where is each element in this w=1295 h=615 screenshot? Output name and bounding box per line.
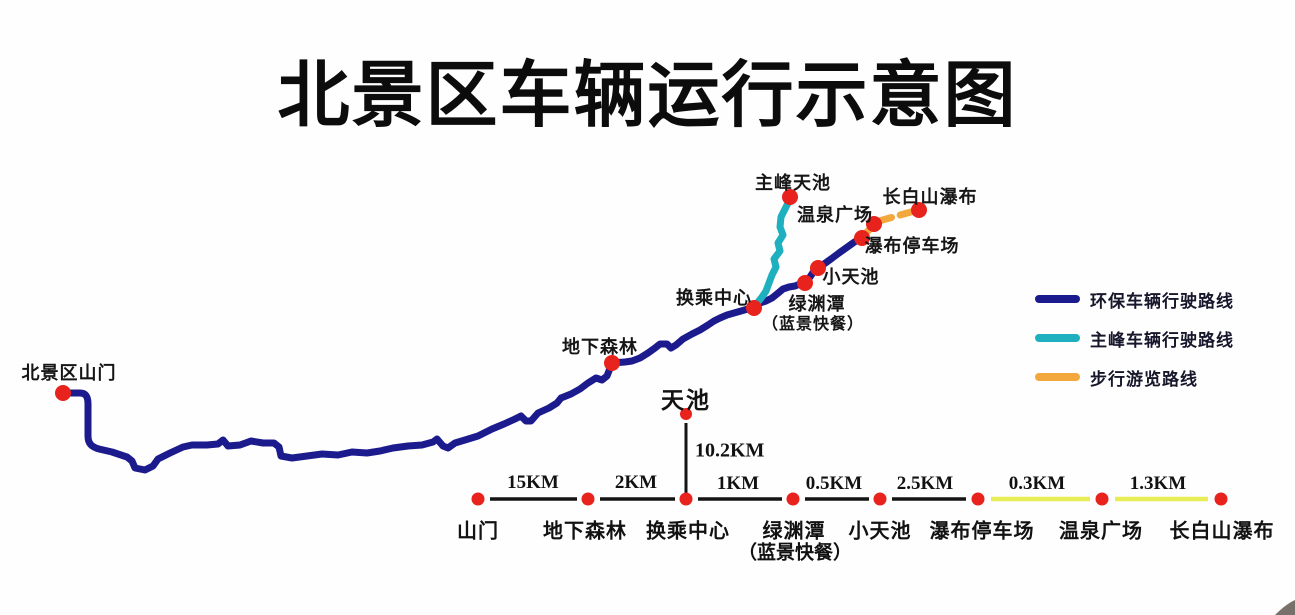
eco-route-path — [59, 233, 866, 474]
corner-artifact — [1275, 600, 1295, 615]
legend-label-peak-route: 主峰车辆行驶路线 — [1090, 330, 1234, 350]
map-label-small-tianchi: 小天池 — [822, 267, 880, 287]
scale-station-lvyuantan: 绿渊潭 — [762, 520, 826, 543]
legend-item-walking-route: 步行游览路线 — [1035, 370, 1234, 389]
scale-station-small-tianchi: 小天池 — [848, 520, 912, 543]
eco-route-swatch — [1035, 295, 1080, 303]
scale-dot-small-tianchi — [873, 492, 887, 506]
scale-dot-gate — [471, 492, 485, 506]
map-label-hot-spring-square: 温泉广场 — [797, 205, 873, 225]
scale-station-underground-forest: 地下森林 — [543, 520, 627, 543]
map-label-tianchi: 天池 — [661, 388, 711, 413]
dot-underground-forest — [604, 355, 620, 371]
legend-label-walking-route: 步行游览路线 — [1090, 369, 1198, 389]
legend-label-eco-route: 环保车辆行驶路线 — [1090, 291, 1234, 311]
map-label-north-gate: 北景区山门 — [21, 363, 117, 383]
scale-station-transfer-center: 换乘中心 — [646, 520, 730, 543]
peak-route-swatch — [1035, 334, 1080, 342]
scale-distance-15km: 15KM — [507, 472, 559, 493]
dot-transfer-center — [746, 300, 762, 316]
dot-lvyuantan — [797, 275, 813, 291]
map-label-changbai-waterfall: 长白山瀑布 — [882, 187, 978, 207]
page-title: 北景区车辆运行示意图 — [277, 56, 1018, 136]
scale-distance-13km: 1.3KM — [1129, 473, 1187, 494]
scale-station-dots — [471, 492, 1228, 506]
scale-station-lvyuantan-sub: （蓝景快餐） — [737, 542, 853, 564]
scale-distance-1km: 1KM — [716, 473, 760, 494]
legend: 环保车辆行驶路线 主峰车辆行驶路线 步行游览路线 — [1035, 292, 1234, 409]
scale-dot-transfer-center — [679, 492, 693, 506]
scale-distance-03km: 0.3KM — [1008, 473, 1066, 494]
legend-item-peak-route: 主峰车辆行驶路线 — [1035, 331, 1234, 350]
scale-dot-waterfall-parking — [971, 492, 985, 506]
scale-distance-2km: 2KM — [614, 472, 658, 493]
scale-station-hot-spring-square: 温泉广场 — [1059, 520, 1143, 543]
map-label-transfer-center: 换乘中心 — [676, 288, 752, 308]
map-label-waterfall-parking: 瀑布停车场 — [864, 236, 960, 256]
dot-small-tianchi — [810, 260, 826, 276]
dot-waterfall-parking — [854, 230, 870, 246]
dot-main-peak-tianchi — [782, 189, 798, 205]
scale-station-waterfall-parking: 瀑布停车场 — [929, 520, 1035, 543]
scale-distance-05km: 0.5KM — [805, 473, 863, 494]
map-label-lvyuantan: 绿渊潭 — [788, 294, 846, 314]
dot-hot-spring-square — [866, 216, 882, 232]
legend-item-eco-route: 环保车辆行驶路线 — [1035, 292, 1234, 311]
tianchi-distance-label: 10.2KM — [695, 439, 765, 462]
scale-dot-underground-forest — [581, 492, 595, 506]
scale-dot-lvyuantan — [786, 492, 800, 506]
dot-changbai-waterfall — [911, 202, 927, 218]
map-label-main-peak-tianchi: 主峰天池 — [755, 173, 831, 193]
map-label-lvyuantan-sub: （蓝景快餐） — [761, 316, 865, 333]
scale-station-changbai-waterfall: 长白山瀑布 — [1169, 520, 1275, 543]
scale-dot-hot-spring-square — [1095, 492, 1109, 506]
scale-dot-changbai-waterfall — [1214, 492, 1228, 506]
map-station-dots — [55, 189, 927, 420]
scale-distance-25km: 2.5KM — [896, 473, 954, 494]
dot-tianchi — [680, 408, 692, 420]
peak-route-path — [754, 197, 793, 306]
dot-north-gate — [55, 385, 71, 401]
walking-route-swatch — [1035, 373, 1080, 381]
map-label-underground-forest: 地下森林 — [562, 337, 638, 357]
scale-station-gate: 山门 — [457, 520, 499, 543]
